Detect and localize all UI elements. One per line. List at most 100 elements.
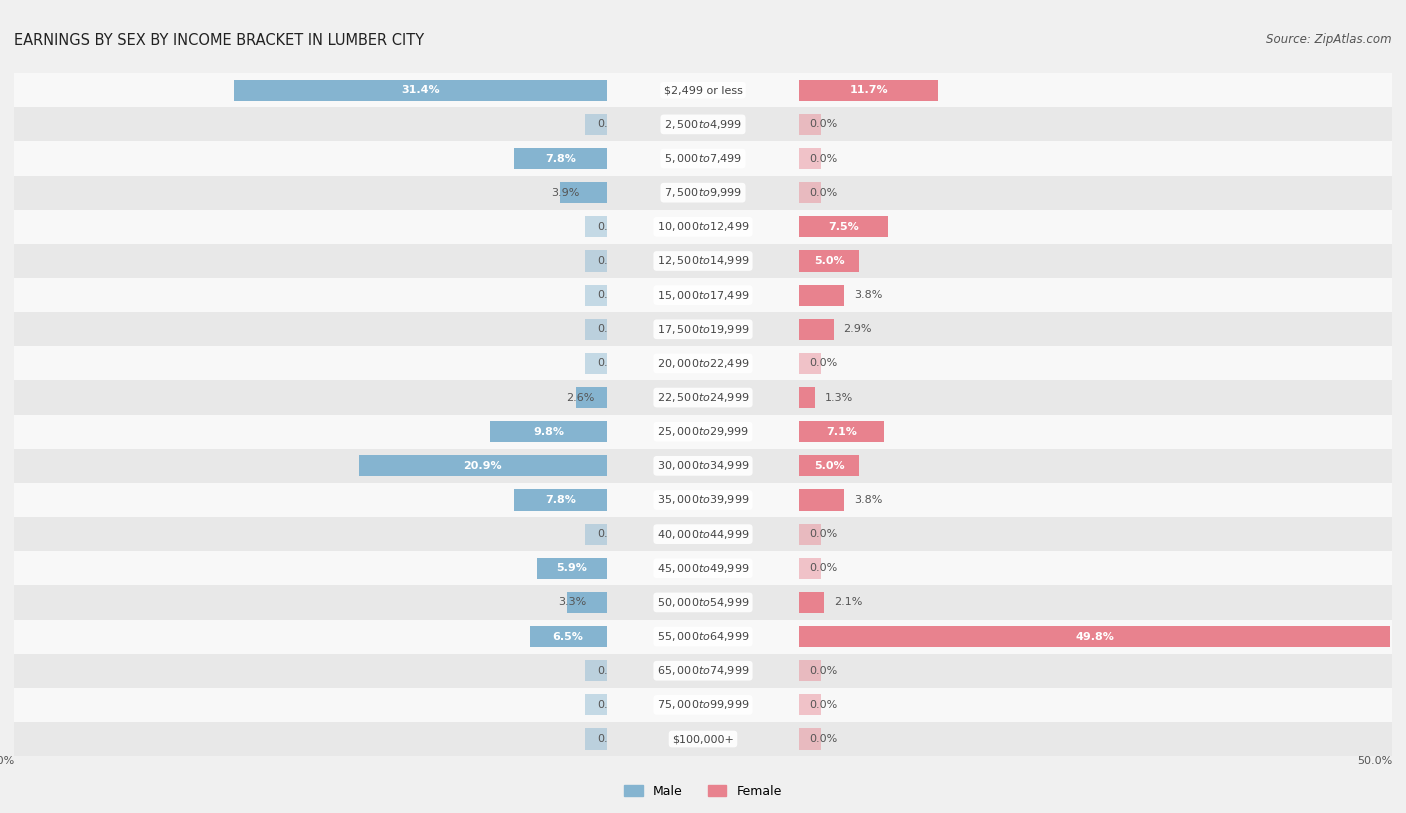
Bar [800,660,821,681]
Text: 3.8%: 3.8% [853,290,883,300]
Text: 5.0%: 5.0% [814,461,845,471]
Bar [800,694,821,715]
Bar [0,449,1406,483]
Bar [0,312,1406,346]
Bar [0,380,1406,415]
Bar [0,415,1406,449]
Bar [0,483,1406,517]
Text: 0.0%: 0.0% [598,734,626,744]
Text: 0.0%: 0.0% [808,666,837,676]
Bar [0,107,1406,141]
Bar [585,524,606,545]
Bar [0,551,1406,585]
Bar [0,244,1406,278]
Bar [0,585,1406,620]
Bar [0,176,1406,210]
Bar [515,489,606,511]
Text: 3.8%: 3.8% [853,495,883,505]
Bar [800,216,889,237]
Text: $17,500 to $19,999: $17,500 to $19,999 [657,323,749,336]
Text: 1.3%: 1.3% [824,393,852,402]
Bar [0,551,1406,585]
Text: 7.8%: 7.8% [546,495,576,505]
Text: $2,500 to $4,999: $2,500 to $4,999 [664,118,742,131]
Bar [0,278,1406,312]
Bar [585,285,606,306]
Bar [0,483,1406,517]
Bar [0,73,1406,107]
Bar [0,415,1406,449]
Text: 2.6%: 2.6% [567,393,595,402]
Bar [0,585,1406,620]
Bar [575,387,606,408]
Bar [800,114,821,135]
Bar [0,244,1406,278]
Text: 3.9%: 3.9% [551,188,579,198]
Bar [568,592,606,613]
Bar [0,688,1406,722]
Bar [0,346,1406,380]
Bar [0,483,1406,517]
Bar [0,620,1406,654]
Text: 49.8%: 49.8% [1076,632,1114,641]
Bar [0,141,1406,176]
Bar [800,182,821,203]
Text: 0.0%: 0.0% [808,120,837,129]
Bar [515,148,606,169]
Bar [561,182,606,203]
Text: $75,000 to $99,999: $75,000 to $99,999 [657,698,749,711]
Text: 0.0%: 0.0% [808,154,837,163]
Bar [800,455,859,476]
Bar [0,380,1406,415]
Bar [800,489,845,511]
Text: 0.0%: 0.0% [598,120,626,129]
Bar [585,250,606,272]
Bar [800,148,821,169]
Text: 5.0%: 5.0% [814,256,845,266]
Text: $22,500 to $24,999: $22,500 to $24,999 [657,391,749,404]
Text: 0.0%: 0.0% [808,563,837,573]
Text: $25,000 to $29,999: $25,000 to $29,999 [657,425,749,438]
Text: $10,000 to $12,499: $10,000 to $12,499 [657,220,749,233]
Bar [0,73,1406,107]
Text: $50,000 to $54,999: $50,000 to $54,999 [657,596,749,609]
Text: 0.0%: 0.0% [808,734,837,744]
Bar [0,449,1406,483]
Text: Source: ZipAtlas.com: Source: ZipAtlas.com [1267,33,1392,46]
Bar [800,728,821,750]
Bar [0,517,1406,551]
Text: 0.0%: 0.0% [598,700,626,710]
Text: $7,500 to $9,999: $7,500 to $9,999 [664,186,742,199]
Text: $100,000+: $100,000+ [672,734,734,744]
Bar [0,688,1406,722]
Bar [491,421,606,442]
Text: 0.0%: 0.0% [808,529,837,539]
Text: 7.8%: 7.8% [546,154,576,163]
Text: 5.9%: 5.9% [557,563,588,573]
Bar [0,176,1406,210]
Bar [0,449,1406,483]
Text: 0.0%: 0.0% [808,188,837,198]
Bar [0,346,1406,380]
Bar [585,353,606,374]
Text: 3.3%: 3.3% [558,598,586,607]
Bar [800,250,859,272]
Text: 0.0%: 0.0% [808,700,837,710]
Bar [0,312,1406,346]
Bar [800,80,938,101]
Text: $2,499 or less: $2,499 or less [664,85,742,95]
Bar [0,722,1406,756]
Bar [0,107,1406,141]
Text: 0.0%: 0.0% [598,359,626,368]
Text: 31.4%: 31.4% [401,85,440,95]
Bar [0,278,1406,312]
Bar [800,353,821,374]
Text: 50.0%: 50.0% [1357,756,1392,766]
Text: $65,000 to $74,999: $65,000 to $74,999 [657,664,749,677]
Bar [0,141,1406,176]
Bar [800,421,883,442]
Bar [0,141,1406,176]
Bar [530,626,606,647]
Bar [800,387,815,408]
Text: 0.0%: 0.0% [808,359,837,368]
